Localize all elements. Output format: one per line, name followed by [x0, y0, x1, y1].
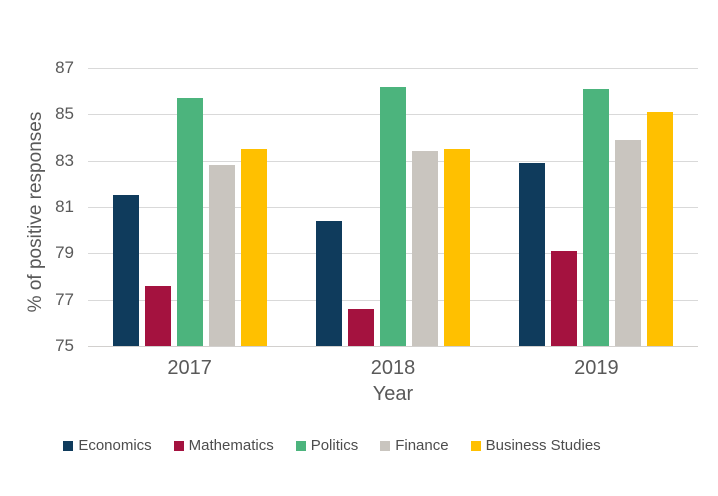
- bar-finance-2017: [208, 165, 235, 346]
- bar-politics-2019: [583, 88, 610, 346]
- legend-label-business-studies: Business Studies: [485, 437, 601, 454]
- chart-legend: Economics Mathematics Politics Finance Busin…: [0, 437, 691, 454]
- x-axis-title: Year: [372, 383, 414, 405]
- legend-item-finance: Finance: [380, 437, 449, 454]
- plot-area: [88, 68, 698, 347]
- bar-business-studies-2017: [240, 149, 267, 346]
- legend-label-economics: Economics: [78, 437, 152, 454]
- legend-swatch-politics: [295, 440, 306, 451]
- bar-mathematics-2019: [551, 251, 578, 346]
- bar-business-studies-2018: [444, 149, 470, 346]
- y-tick-label-85: 85: [55, 104, 74, 124]
- y-tick-label-79: 79: [55, 243, 74, 263]
- legend-swatch-economics: [63, 440, 74, 451]
- legend-label-politics: Politics: [310, 437, 359, 454]
- legend-item-mathematics: Mathematics: [173, 437, 274, 454]
- legend-swatch-finance: [380, 440, 391, 451]
- y-tick-label-83: 83: [55, 150, 74, 170]
- legend-item-politics: Politics: [295, 437, 359, 454]
- bar-finance-2018: [412, 151, 438, 346]
- legend-swatch-business-studies: [470, 440, 481, 451]
- x-tick-label-2018: 2018: [370, 357, 416, 379]
- legend-label-finance: Finance: [395, 437, 449, 454]
- x-tick-label-2019: 2019: [574, 357, 619, 379]
- bar-politics-2017: [176, 98, 203, 346]
- legend-item-economics: Economics: [63, 437, 152, 454]
- y-tick-label-77: 77: [55, 289, 74, 309]
- legend-item-business-studies: Business Studies: [470, 437, 601, 454]
- bar-mathematics-2017: [144, 285, 171, 346]
- y-tick-label-87: 87: [55, 58, 74, 77]
- legend-swatch-mathematics: [173, 440, 184, 451]
- bar-economics-2019: [519, 162, 546, 346]
- bar-economics-2018: [316, 220, 342, 346]
- y-tick-label-81: 81: [55, 197, 74, 216]
- y-tick-label-75: 75: [55, 336, 74, 355]
- bar-finance-2019: [615, 139, 642, 346]
- bar-economics-2017: [112, 195, 139, 346]
- bar-business-studies-2019: [647, 112, 674, 346]
- x-tick-label-2017: 2017: [167, 357, 212, 379]
- bar-mathematics-2018: [348, 308, 374, 346]
- bar-politics-2018: [380, 86, 406, 346]
- gridline-87: [88, 68, 698, 69]
- legend-label-mathematics: Mathematics: [188, 437, 274, 454]
